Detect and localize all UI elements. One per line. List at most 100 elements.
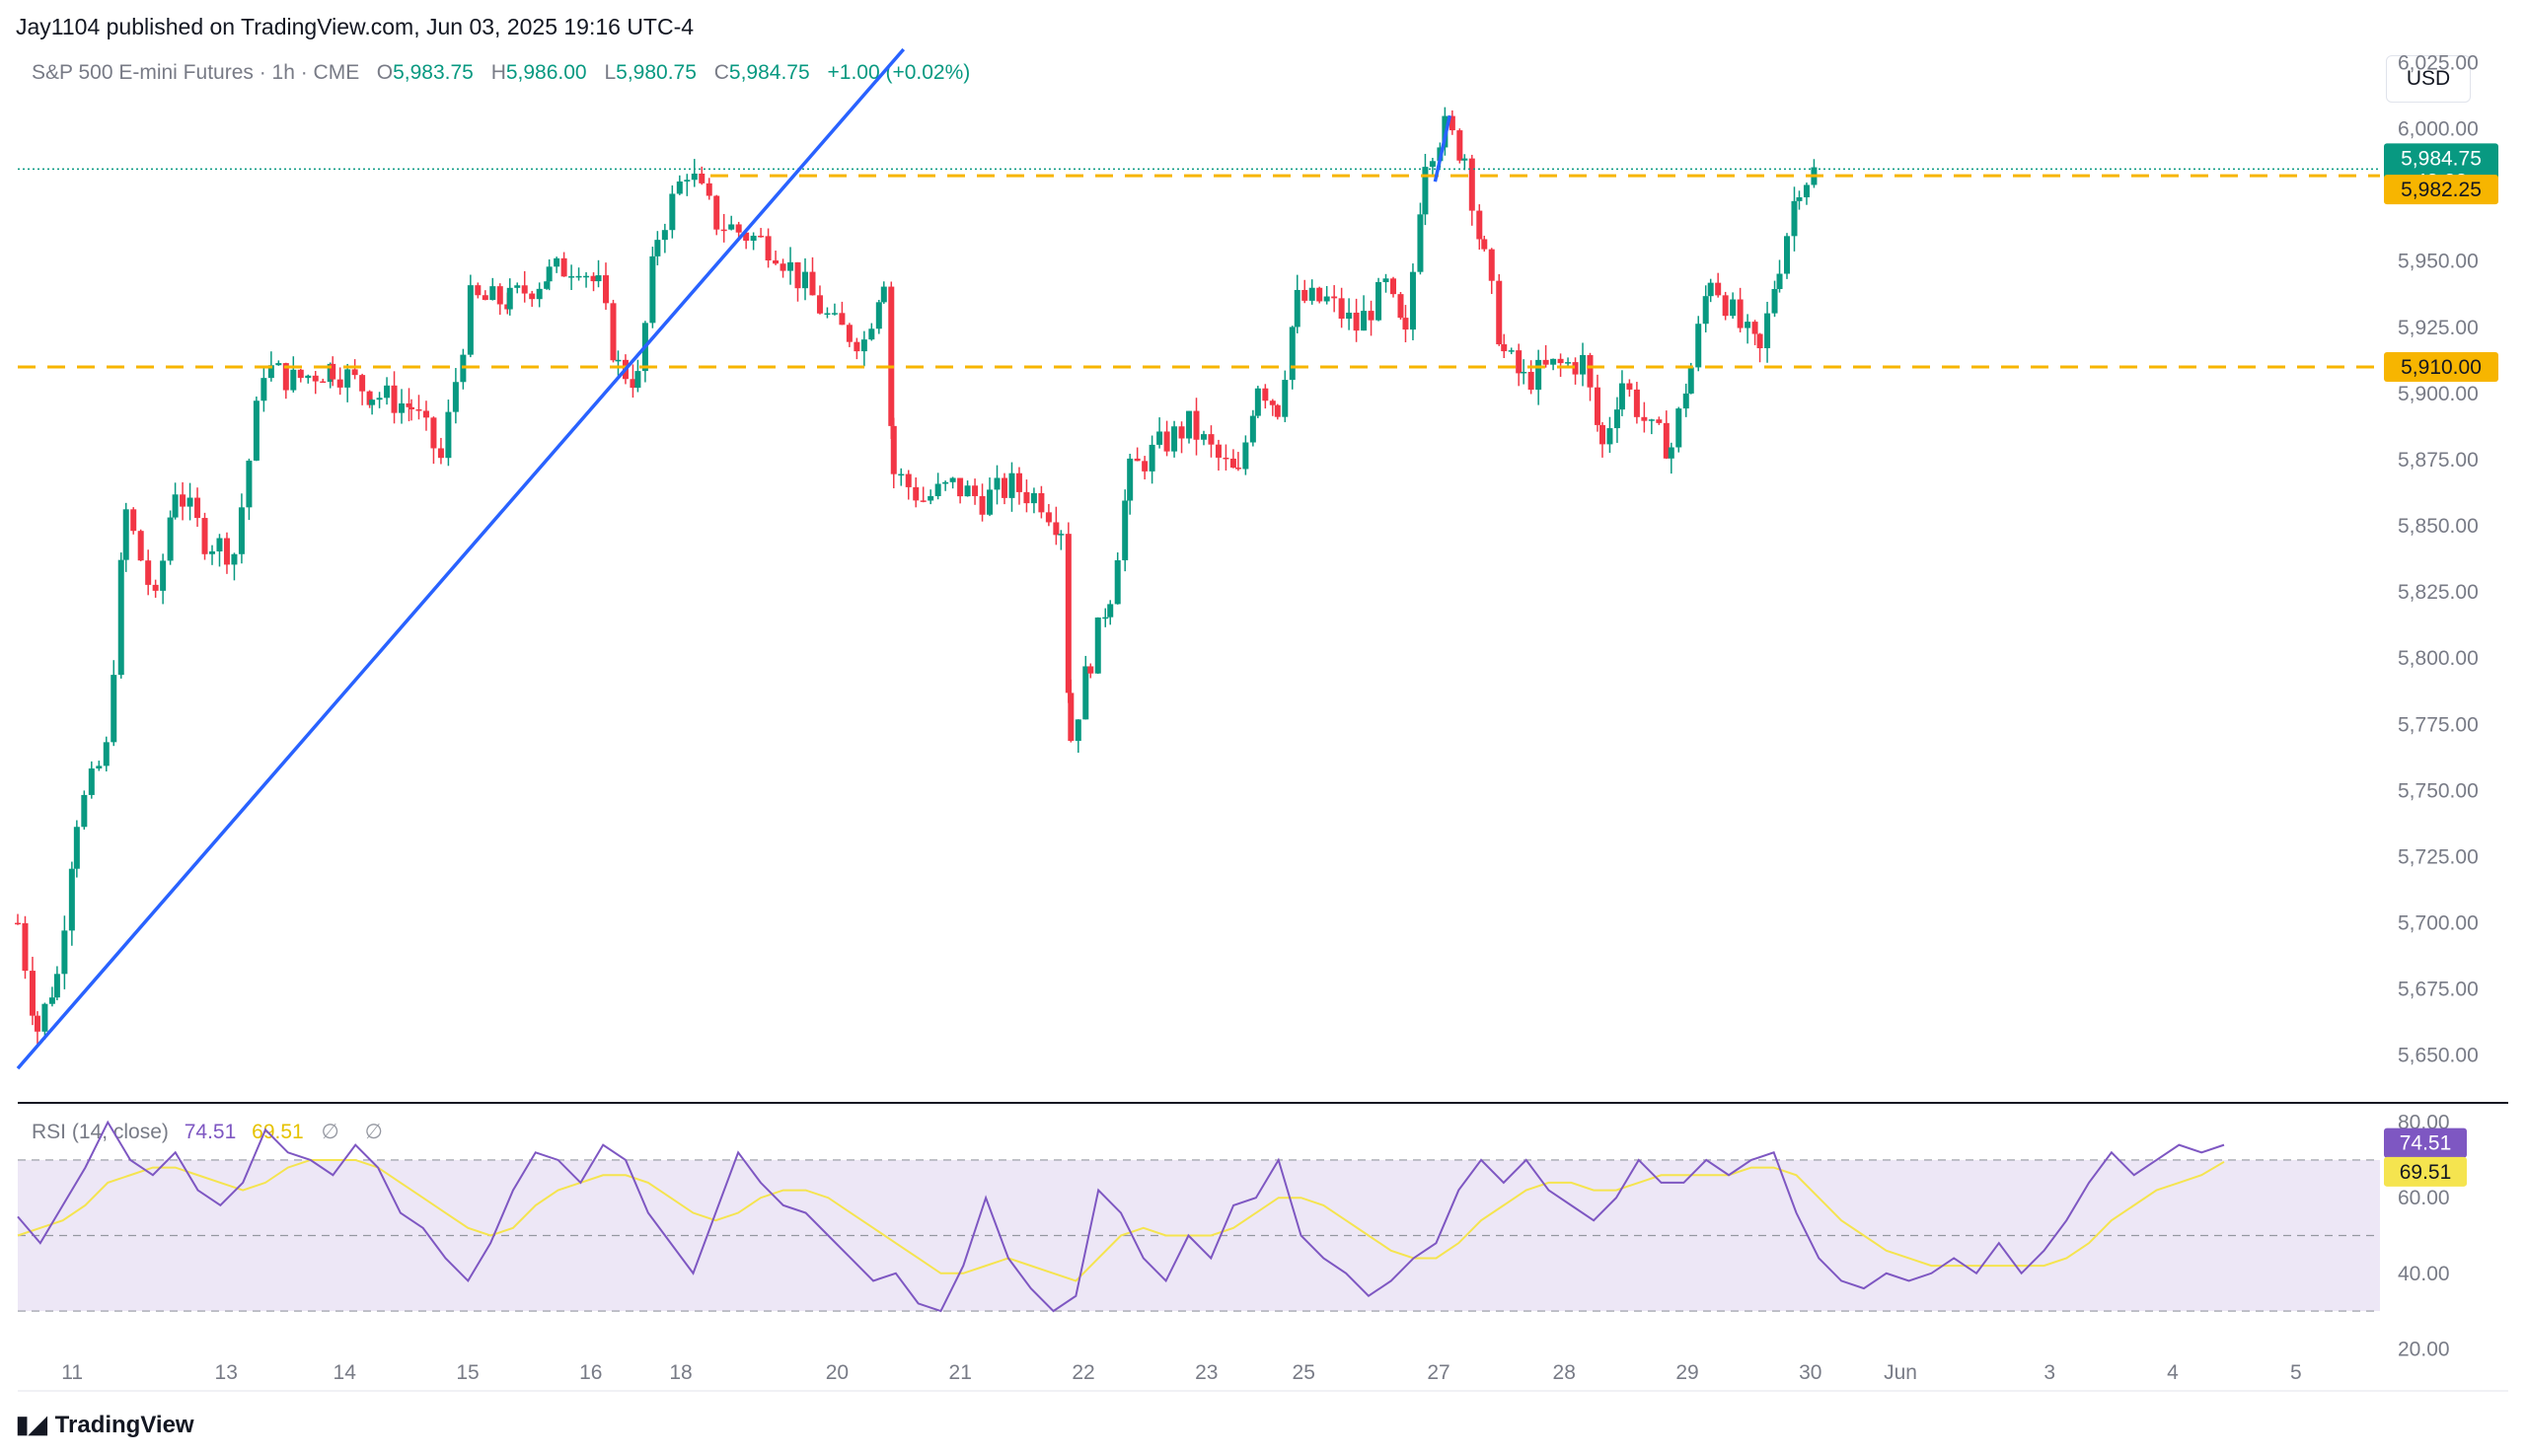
candle-body (1274, 404, 1281, 417)
candle-body (1550, 358, 1557, 365)
tv-logo-icon: ▮◢ (16, 1412, 47, 1438)
candle-body (1282, 380, 1289, 417)
candle-body (1289, 327, 1296, 381)
candle-body (1149, 444, 1155, 472)
rsi-tag-label: 74.51 (2400, 1132, 2452, 1155)
candle-body (1353, 312, 1360, 331)
time-tick-label: 28 (1553, 1361, 1576, 1384)
candle-body (1641, 416, 1648, 421)
tradingview-logo[interactable]: ▮◢ TradingView (16, 1411, 194, 1439)
candle-body (68, 868, 75, 931)
candle-body (630, 379, 636, 389)
time-tick-label: 29 (1675, 1361, 1698, 1384)
price-tag-label: 5,910.00 (2401, 356, 2482, 379)
rsi-tick-label: 60.00 (2398, 1187, 2450, 1209)
candle-body (117, 559, 124, 676)
candle-body (48, 997, 55, 1004)
candle-body (1045, 512, 1052, 523)
candle-body (1715, 282, 1722, 296)
candle-body (1481, 239, 1488, 250)
candle-body (654, 240, 661, 256)
candle-body (1488, 249, 1495, 281)
candle-body (1127, 458, 1134, 501)
candle-body (1751, 322, 1758, 334)
candle-body (1114, 559, 1121, 605)
candle-body (1501, 344, 1508, 352)
candle-body (529, 293, 536, 300)
candle-body (297, 369, 304, 379)
candle-body (1580, 354, 1587, 375)
candle-body (1242, 442, 1249, 470)
candle-body (1598, 424, 1605, 445)
candle-body (949, 477, 956, 482)
candle-body (1338, 298, 1345, 320)
candle-body (1075, 719, 1081, 742)
time-tick-label: 30 (1799, 1361, 1821, 1384)
time-tick-label: 27 (1427, 1361, 1449, 1384)
open-label: O (376, 61, 394, 84)
candle-body (1663, 422, 1670, 459)
rsi-pane (17, 1120, 2380, 1313)
candle-body (888, 286, 895, 426)
high-label: H (490, 61, 506, 84)
candle-body (1707, 282, 1714, 297)
candle-body (575, 275, 582, 278)
candle-body (1186, 410, 1193, 439)
candle-body (1001, 477, 1007, 498)
candle-body (1208, 434, 1215, 445)
axes: 5,650.00 5,675.00 5,700.00 5,725.00 5,750.00… (61, 51, 2498, 1384)
candle-body (130, 509, 137, 532)
candle-body (1668, 447, 1674, 459)
candle-body (1730, 299, 1737, 317)
candle-body (1745, 322, 1751, 328)
candle-body (15, 922, 21, 925)
candle-body (595, 275, 602, 282)
candle-body (1397, 294, 1404, 319)
candle-body (409, 406, 414, 409)
candle-body (238, 507, 245, 554)
low-label: L (604, 61, 617, 84)
candle-body (180, 494, 186, 507)
price-tick-label: 5,825.00 (2398, 581, 2479, 604)
candle-body (467, 285, 474, 355)
candle-body (920, 500, 927, 502)
candle-body (330, 363, 336, 380)
candle-body (521, 285, 528, 294)
candle-body (61, 930, 68, 975)
candle-body (41, 1003, 48, 1032)
low-value: 5,980.75 (616, 61, 697, 84)
rsi-name[interactable]: RSI (14, close) (32, 1121, 169, 1143)
candle-body (96, 765, 103, 769)
candle-body (544, 281, 551, 289)
candle-body (231, 553, 238, 565)
candle-body (794, 261, 801, 289)
candle-body (1234, 468, 1241, 470)
price-tick-label: 5,650.00 (2398, 1045, 2479, 1067)
candle-body (634, 371, 641, 389)
candle-body (787, 261, 794, 271)
candle-body (1737, 299, 1744, 328)
candle-body (1030, 492, 1037, 504)
candle-body (1461, 158, 1468, 161)
candle-body (384, 385, 391, 399)
candle-body (1068, 692, 1075, 742)
candle-body (1535, 359, 1542, 391)
candle-body (603, 275, 610, 304)
candle-body (809, 271, 816, 296)
close-label: C (713, 61, 729, 84)
time-tick-label: 25 (1293, 1361, 1315, 1384)
level-price-tag (2384, 175, 2498, 205)
currency-button[interactable]: USD (2386, 55, 2471, 103)
candle-body (1409, 271, 1416, 330)
symbol-name[interactable]: S&P 500 E-mini Futures · 1h · CME (32, 61, 360, 84)
candle-body (1784, 236, 1791, 274)
candle-body (391, 385, 398, 413)
candle-body (913, 486, 920, 501)
visibility-icons[interactable]: ∅ ∅ (321, 1121, 393, 1143)
candle-body (1134, 458, 1141, 462)
trendline (1433, 114, 1452, 182)
candle-body (320, 381, 327, 384)
candle-body (1382, 278, 1389, 283)
rsi-ma-tag-label: 69.51 (2400, 1161, 2452, 1184)
